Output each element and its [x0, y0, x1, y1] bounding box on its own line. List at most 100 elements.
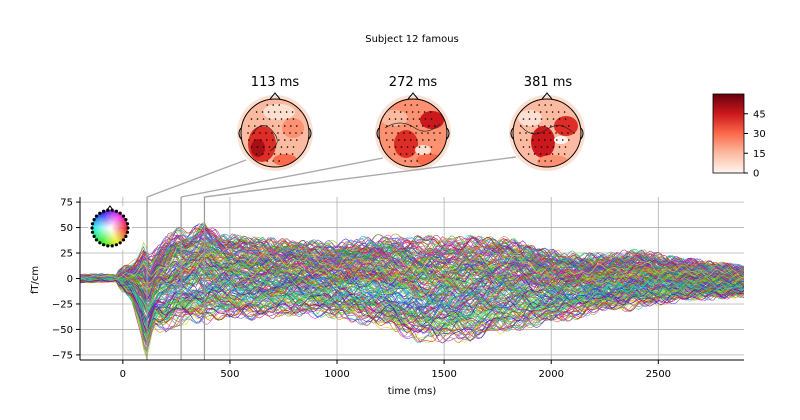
sensor-dot [292, 118, 295, 120]
sensor-dot [544, 160, 546, 162]
x-tick-label: 0 [120, 369, 126, 380]
sensor-dot [255, 111, 258, 113]
sensor-dot [429, 111, 432, 113]
sensor-dot [261, 111, 264, 113]
sensor-dot [538, 104, 540, 106]
x-tick-label: 500 [220, 369, 239, 380]
channel-trace [80, 231, 744, 282]
x-ticks: 0 500 1000 1500 2000 2500 [120, 360, 671, 380]
sensor-dot [388, 118, 391, 120]
sensor-dot [391, 132, 393, 134]
channel-trace [80, 254, 744, 289]
sensor-dot [392, 139, 394, 141]
sensor-dot [526, 125, 528, 127]
channel-trace [80, 247, 744, 304]
sensor-dot [556, 125, 558, 127]
sensor-dot [573, 132, 575, 134]
channel-trace [80, 279, 744, 343]
sensor-dot [551, 111, 554, 113]
sensor-dot [434, 125, 436, 127]
sensor-dot [562, 125, 564, 127]
colorbar-tick-label: 0 [753, 169, 759, 180]
sensor-dot [262, 118, 265, 120]
sensor-dot [250, 118, 253, 120]
y-tick-label: −50 [52, 325, 73, 336]
sensor-dot [279, 153, 282, 155]
colorbar-tick-label: 15 [753, 149, 766, 160]
sensor-dot [537, 132, 539, 134]
sensor-dot [562, 139, 564, 141]
channel-trace [80, 280, 744, 345]
sensor-dot [404, 125, 406, 127]
sensor-dot [543, 132, 545, 134]
channel-trace [80, 248, 744, 284]
inset-sensor-dot [92, 218, 96, 222]
sensor-dot [533, 153, 536, 155]
sensor-dot [525, 132, 527, 134]
channel-trace [80, 269, 744, 309]
sensor-dot [291, 111, 294, 113]
sensor-dot [418, 146, 421, 148]
sensor-dot [272, 104, 275, 106]
sensor-dot [267, 153, 270, 155]
sensor-dot [271, 132, 273, 134]
channel-trace [80, 258, 744, 290]
sensor-dot [538, 160, 540, 162]
y-tick-label: 75 [60, 198, 73, 209]
sensor-dot [274, 118, 277, 120]
x-tick-label: 1500 [431, 369, 456, 380]
sensor-dot [568, 139, 570, 141]
sensor-dot [280, 146, 283, 148]
sensor-dot [422, 139, 424, 141]
guide-line [204, 156, 517, 198]
channel-trace [80, 274, 744, 338]
sensor-dot [394, 146, 397, 148]
sensor-dot [564, 146, 567, 148]
topomap-3 [509, 92, 585, 171]
inset-sensor-dot [90, 222, 95, 226]
x-tick-label: 1000 [324, 369, 349, 380]
sensor-dot [428, 125, 430, 127]
y-ticks: 75 50 25 0 −25 −50 −75 [52, 198, 80, 361]
sensor-dot [393, 153, 396, 155]
sensor-dot [273, 153, 276, 155]
sensor-dot [522, 146, 525, 148]
sensor-dot [292, 146, 295, 148]
sensor-dot [273, 111, 276, 113]
sensor-dot [409, 132, 411, 134]
sensor-dot [538, 139, 540, 141]
channel-trace [80, 246, 744, 279]
sensor-dot [411, 111, 414, 113]
sensor-dot [398, 139, 400, 141]
sensor-dot [285, 153, 288, 155]
sensor-dot [256, 146, 259, 148]
sensor-dot [272, 160, 275, 162]
sensor-dot [552, 146, 555, 148]
colorbar-gradient [712, 93, 745, 174]
sensor-dot [254, 125, 256, 127]
sensor-dot [398, 125, 400, 127]
sensor-dot [386, 125, 388, 127]
sensor-dot [267, 111, 270, 113]
inset-sensor-dot [98, 211, 102, 215]
sensor-dot [406, 118, 409, 120]
sensor-layout-inset [88, 205, 132, 250]
inset-sensor-dot [118, 211, 122, 215]
sensor-dot [260, 139, 262, 141]
sensor-dot [286, 118, 289, 120]
sensor-dot [416, 104, 419, 106]
inset-sensor-dot [125, 230, 130, 234]
sensor-dot [296, 125, 298, 127]
sensor-dot [283, 132, 285, 134]
sensor-dot [532, 125, 534, 127]
x-axis-label: time (ms) [388, 386, 437, 397]
inset-sensor-dot [102, 209, 106, 213]
sensor-dot [296, 139, 298, 141]
sensor-dot [522, 118, 525, 120]
sensor-dot [545, 153, 548, 155]
sensor-dot [411, 153, 414, 155]
channel-trace [80, 278, 744, 327]
y-tick-label: 0 [67, 274, 73, 285]
sensor-dot [417, 153, 420, 155]
sensor-dot [393, 111, 396, 113]
